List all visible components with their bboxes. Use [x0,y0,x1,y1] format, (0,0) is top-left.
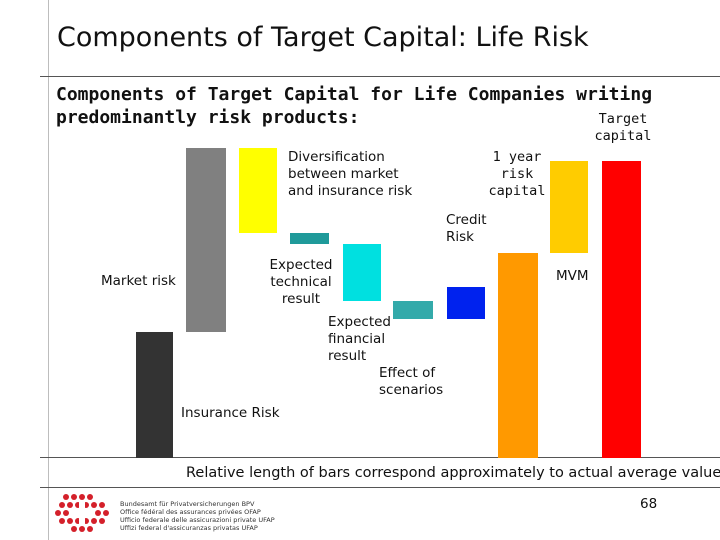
label-credit-risk: Credit Risk [446,212,487,245]
bar-target-capital [602,161,641,458]
label-market-risk: Market risk [101,273,176,289]
bar-1-year-risk-capital [498,253,538,458]
label-mvm: MVM [556,268,589,284]
bar-expected-financial-result [343,244,381,301]
bar-diversification-between-market-and-insurance-risk [239,148,277,233]
footer-divider [40,487,720,488]
bar-market-risk [186,148,226,332]
org-name-fr: Office fédéral des assurances privées OF… [120,508,261,516]
page-number: 68 [640,496,658,512]
label-insurance-risk: Insurance Risk [181,405,280,421]
bar-expected-technical-result [290,233,329,244]
label-effect-of-scenarios: Effect of scenarios [379,365,444,398]
org-name-rm: Uffizi federal d'assicuranzas privatas U… [120,524,258,532]
bar-effect-of-scenarios [393,301,433,319]
bar-credit-risk [447,287,485,319]
bar-insurance-risk [136,332,173,458]
bpv-logo-icon [55,492,117,536]
org-name-it: Ufficio federale delle assicurazioni pri… [120,516,275,524]
left-rule [48,0,49,540]
title-divider [40,76,720,77]
label-expected-financial-result: Expected financial result [328,314,391,364]
label-expected-technical-result: Expected technical result [269,257,333,307]
footnote: Relative length of bars correspond appro… [186,465,720,481]
slide-title: Components of Target Capital: Life Risk [57,22,589,53]
label-1-year-risk-capital: 1 year risk capital [488,149,546,199]
bar-mvm [550,161,588,253]
footer-top-divider [40,457,720,458]
label-target-capital: Target capital [594,111,652,144]
org-name-de: Bundesamt für Privatversicherungen BPV [120,500,255,508]
label-diversification: Diversification between market and insur… [288,149,413,199]
chart-heading: Components of Target Capital for Life Co… [56,84,653,128]
